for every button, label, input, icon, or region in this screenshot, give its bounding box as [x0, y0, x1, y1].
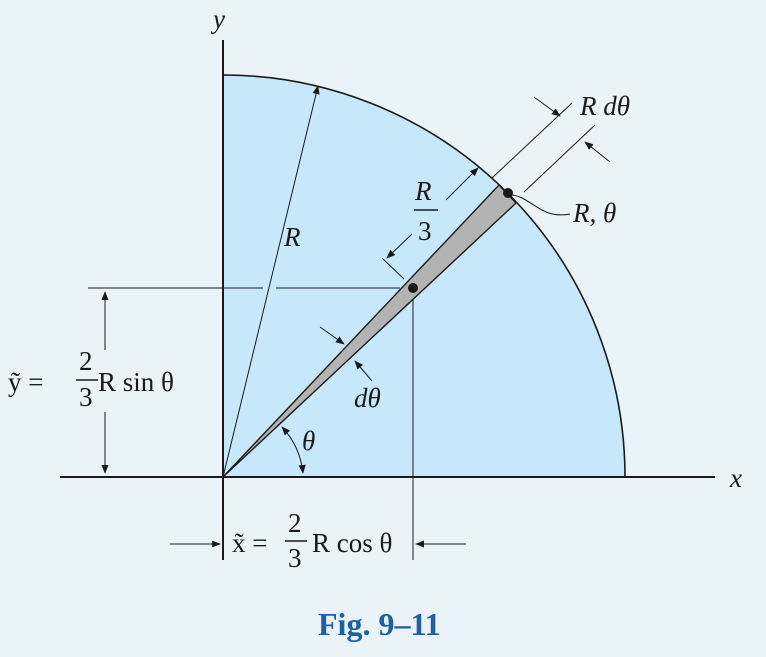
figure-caption: Fig. 9–11 — [318, 606, 441, 642]
x-bar-lhs: x̃ = — [232, 528, 267, 558]
r-over-3-arrow-upper — [445, 167, 479, 201]
x-bar-rhs: R cos θ — [312, 528, 392, 558]
x-bar-fraction-den: 3 — [288, 543, 302, 573]
r-over-3-num: R — [414, 176, 432, 206]
element-extension-line — [497, 182, 500, 186]
rdtheta-arrow-upper — [533, 96, 561, 117]
radius-label: R — [283, 222, 301, 252]
radius-line — [222, 85, 320, 478]
y-bar-rhs: R sin θ — [98, 367, 174, 397]
dtheta-label: dθ — [354, 383, 381, 413]
x-axis-label: x — [729, 463, 742, 493]
rdtheta-ext-line-2 — [523, 124, 596, 193]
r-over-3-ext-line — [381, 257, 405, 280]
y-bar-fraction-num: 2 — [79, 346, 93, 376]
theta-label: θ — [302, 426, 315, 456]
y-axis-label: y — [210, 4, 225, 34]
rdtheta-label: R dθ — [579, 91, 630, 121]
y-bar-lhs: ỹ = — [8, 367, 43, 397]
rdtheta-ext-line-1 — [491, 102, 573, 179]
dtheta-arrow-lower — [354, 360, 373, 382]
theta-arc — [281, 426, 306, 474]
centroid-point — [408, 283, 418, 293]
x-bar-fraction-num: 2 — [288, 508, 302, 538]
r-theta-leader — [509, 194, 571, 216]
rdtheta-arrow-lower — [584, 141, 611, 163]
dtheta-arrow-upper — [319, 326, 345, 345]
r-theta-label: R, θ — [572, 198, 616, 228]
r-over-3-den: 3 — [418, 216, 432, 246]
y-bar-fraction-den: 3 — [79, 382, 93, 412]
tip-point — [503, 188, 513, 198]
r-over-3-arrow-lower — [386, 233, 413, 259]
